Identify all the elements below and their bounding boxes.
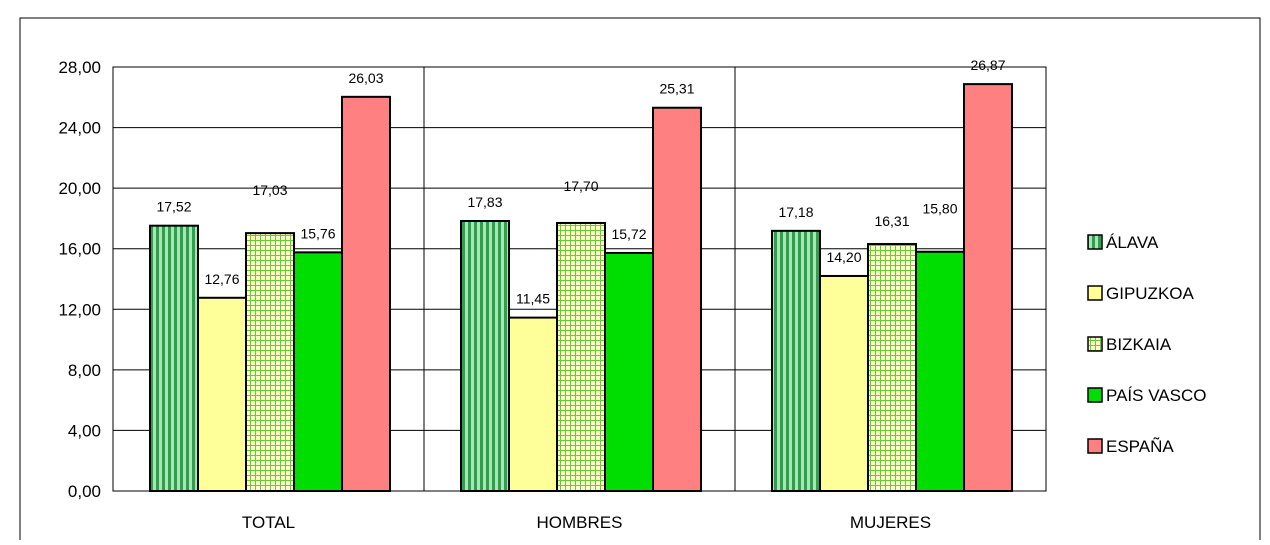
data-label: 17,18 (778, 204, 813, 220)
legend-label: ÁLAVA (1106, 233, 1159, 252)
legend-swatch (1087, 336, 1103, 352)
legend-swatch (1087, 285, 1103, 301)
y-tick-label: 12,00 (58, 300, 101, 319)
bar-pais-vasco (604, 251, 654, 492)
data-label: 17,83 (467, 194, 502, 210)
bar-bizkaia (245, 232, 295, 492)
bar-pais-vasco (293, 251, 343, 492)
legend-swatch (1087, 234, 1103, 250)
category-separators (423, 67, 736, 491)
legend-label: BIZKAIA (1106, 335, 1172, 354)
bar-espana (341, 95, 391, 493)
bar-gipuzkoa (508, 316, 558, 492)
x-tick-label: HOMBRES (537, 513, 623, 532)
legend-swatch (1087, 438, 1103, 454)
data-label: 17,52 (156, 199, 191, 215)
data-label: 11,45 (516, 291, 550, 307)
data-label: 15,72 (611, 226, 646, 242)
data-label: 16,31 (874, 213, 909, 229)
bar-alava (460, 220, 510, 492)
data-label: 14,20 (826, 249, 861, 265)
y-tick-label: 20,00 (58, 179, 101, 198)
y-axis-tick-labels: 0,00 4,00 8,00 12,00 16,00 20,00 24,00 28,00 (58, 58, 101, 501)
legend-label: GIPUZKOA (1106, 284, 1195, 303)
x-axis-tick-labels: TOTAL HOMBRES MUJERES (242, 513, 931, 532)
x-tick-label: MUJERES (850, 513, 931, 532)
bar-espana (963, 83, 1013, 493)
y-tick-label: 8,00 (68, 361, 101, 380)
legend: ÁLAVA GIPUZKOA BIZKAIA PAÍS VASCO ESPAÑA (1087, 233, 1206, 456)
data-label: 26,03 (348, 70, 383, 86)
bar-gipuzkoa (197, 296, 247, 492)
data-label: 15,76 (300, 225, 335, 241)
bar-espana (652, 106, 702, 492)
bar-pais-vasco (915, 250, 965, 492)
bar-bizkaia (867, 243, 917, 492)
bar-bizkaia (556, 221, 606, 492)
data-label: 12,76 (204, 271, 239, 287)
data-labels: 17,52 17,83 17,18 12,76 11,45 14,20 17,03 17,70… (156, 57, 1005, 307)
bar-alava (771, 229, 821, 493)
legend-swatch (1087, 387, 1103, 403)
y-tick-label: 24,00 (58, 119, 101, 138)
y-tick-label: 4,00 (68, 421, 101, 440)
x-tick-label: TOTAL (242, 513, 295, 532)
data-label: 17,70 (563, 178, 598, 194)
bar-alava (149, 224, 199, 492)
data-label: 15,80 (922, 201, 957, 217)
y-tick-label: 0,00 (68, 482, 101, 501)
legend-label: ESPAÑA (1106, 437, 1174, 456)
y-tick-label: 16,00 (58, 240, 101, 259)
bars (149, 83, 1013, 493)
y-tick-label: 28,00 (58, 58, 101, 77)
data-label: 25,31 (659, 81, 694, 97)
legend-label: PAÍS VASCO (1106, 386, 1206, 405)
bar-gipuzkoa (819, 274, 869, 492)
data-label: 17,03 (252, 182, 287, 198)
data-label: 26,87 (970, 57, 1005, 73)
